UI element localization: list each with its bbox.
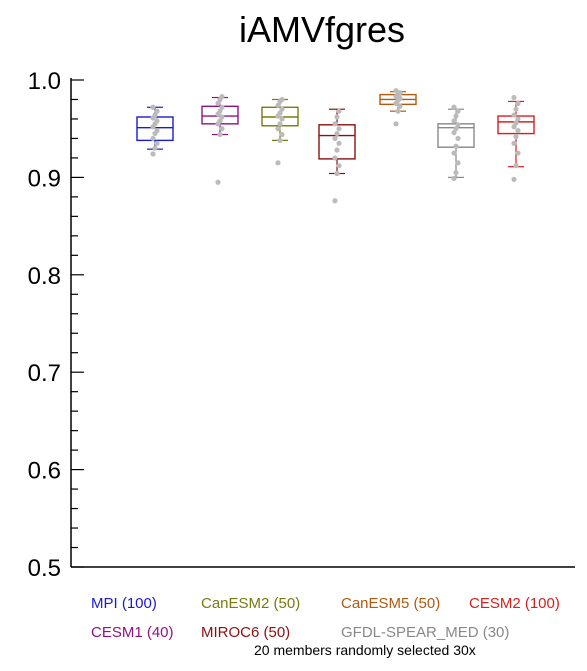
data-point xyxy=(393,88,399,94)
data-point xyxy=(219,114,225,120)
data-point xyxy=(215,100,221,106)
data-point xyxy=(511,94,517,101)
data-point xyxy=(332,121,338,127)
y-tick-label: 0.5 xyxy=(28,555,61,582)
data-point xyxy=(511,112,517,118)
data-point xyxy=(511,124,517,130)
data-point xyxy=(217,131,223,138)
data-point xyxy=(277,137,283,143)
data-point xyxy=(336,140,342,146)
data-point xyxy=(277,121,283,127)
data-point xyxy=(217,118,223,124)
data-point xyxy=(334,147,340,153)
box-group xyxy=(497,94,535,182)
data-point xyxy=(332,198,338,204)
data-point xyxy=(154,140,160,146)
data-point xyxy=(336,126,342,132)
data-point xyxy=(453,126,459,132)
data-point xyxy=(150,104,156,110)
data-point xyxy=(150,151,156,157)
data-point xyxy=(511,176,517,182)
data-point xyxy=(515,128,521,134)
data-point xyxy=(455,160,461,166)
data-point xyxy=(279,106,285,112)
data-point xyxy=(513,120,519,126)
data-point xyxy=(215,179,221,185)
data-point xyxy=(334,130,340,137)
plot-area xyxy=(136,88,535,204)
data-point xyxy=(515,100,521,106)
data-point xyxy=(393,121,399,127)
data-point xyxy=(332,135,338,142)
data-point xyxy=(334,114,340,120)
data-point xyxy=(451,150,457,156)
data-point xyxy=(515,150,521,156)
axes: 0.5 0.6 0.7 0.8 0.9 1.0 xyxy=(28,68,575,582)
data-point xyxy=(279,131,285,138)
data-point xyxy=(219,126,225,132)
data-point xyxy=(217,108,223,114)
data-point xyxy=(513,163,519,169)
data-point xyxy=(154,118,160,124)
box-group xyxy=(136,104,174,157)
y-tick-label: 0.9 xyxy=(28,165,61,192)
y-tick-label: 0.7 xyxy=(28,360,61,387)
data-point xyxy=(219,104,225,110)
data-point xyxy=(275,160,281,166)
data-point xyxy=(397,95,403,102)
data-point xyxy=(453,169,459,176)
data-point xyxy=(152,112,158,118)
box-group xyxy=(201,93,239,185)
data-point xyxy=(451,104,457,110)
data-point xyxy=(453,113,459,119)
data-point xyxy=(455,108,461,114)
data-point xyxy=(451,118,457,124)
y-tick-label: 0.8 xyxy=(28,263,61,290)
data-point xyxy=(455,135,461,142)
data-point xyxy=(455,122,461,128)
data-point xyxy=(332,155,338,161)
data-point xyxy=(277,110,283,116)
y-tick-label: 0.6 xyxy=(28,458,61,485)
data-point xyxy=(219,93,225,100)
data-point xyxy=(395,108,401,114)
data-point xyxy=(279,116,285,122)
data-point xyxy=(451,129,457,136)
data-point xyxy=(513,133,519,140)
data-point xyxy=(154,128,160,134)
data-point xyxy=(513,106,519,112)
data-point xyxy=(397,90,403,96)
box-group xyxy=(379,88,417,127)
box-group xyxy=(437,104,475,181)
data-point xyxy=(511,140,517,146)
data-point xyxy=(451,175,457,181)
data-point xyxy=(275,126,281,132)
data-point xyxy=(152,145,158,151)
data-point xyxy=(515,116,521,122)
y-tick-label: 1.0 xyxy=(28,68,61,95)
data-point xyxy=(279,96,285,103)
data-point xyxy=(334,170,340,177)
data-point xyxy=(453,143,459,149)
data-point xyxy=(336,163,342,169)
data-point xyxy=(150,135,156,142)
data-point xyxy=(154,108,160,114)
data-point xyxy=(336,108,342,114)
chart-title: iAMVfgres xyxy=(239,9,405,50)
box-group xyxy=(318,108,356,204)
box-group xyxy=(261,96,299,166)
data-point xyxy=(397,103,403,109)
data-point xyxy=(275,102,281,108)
